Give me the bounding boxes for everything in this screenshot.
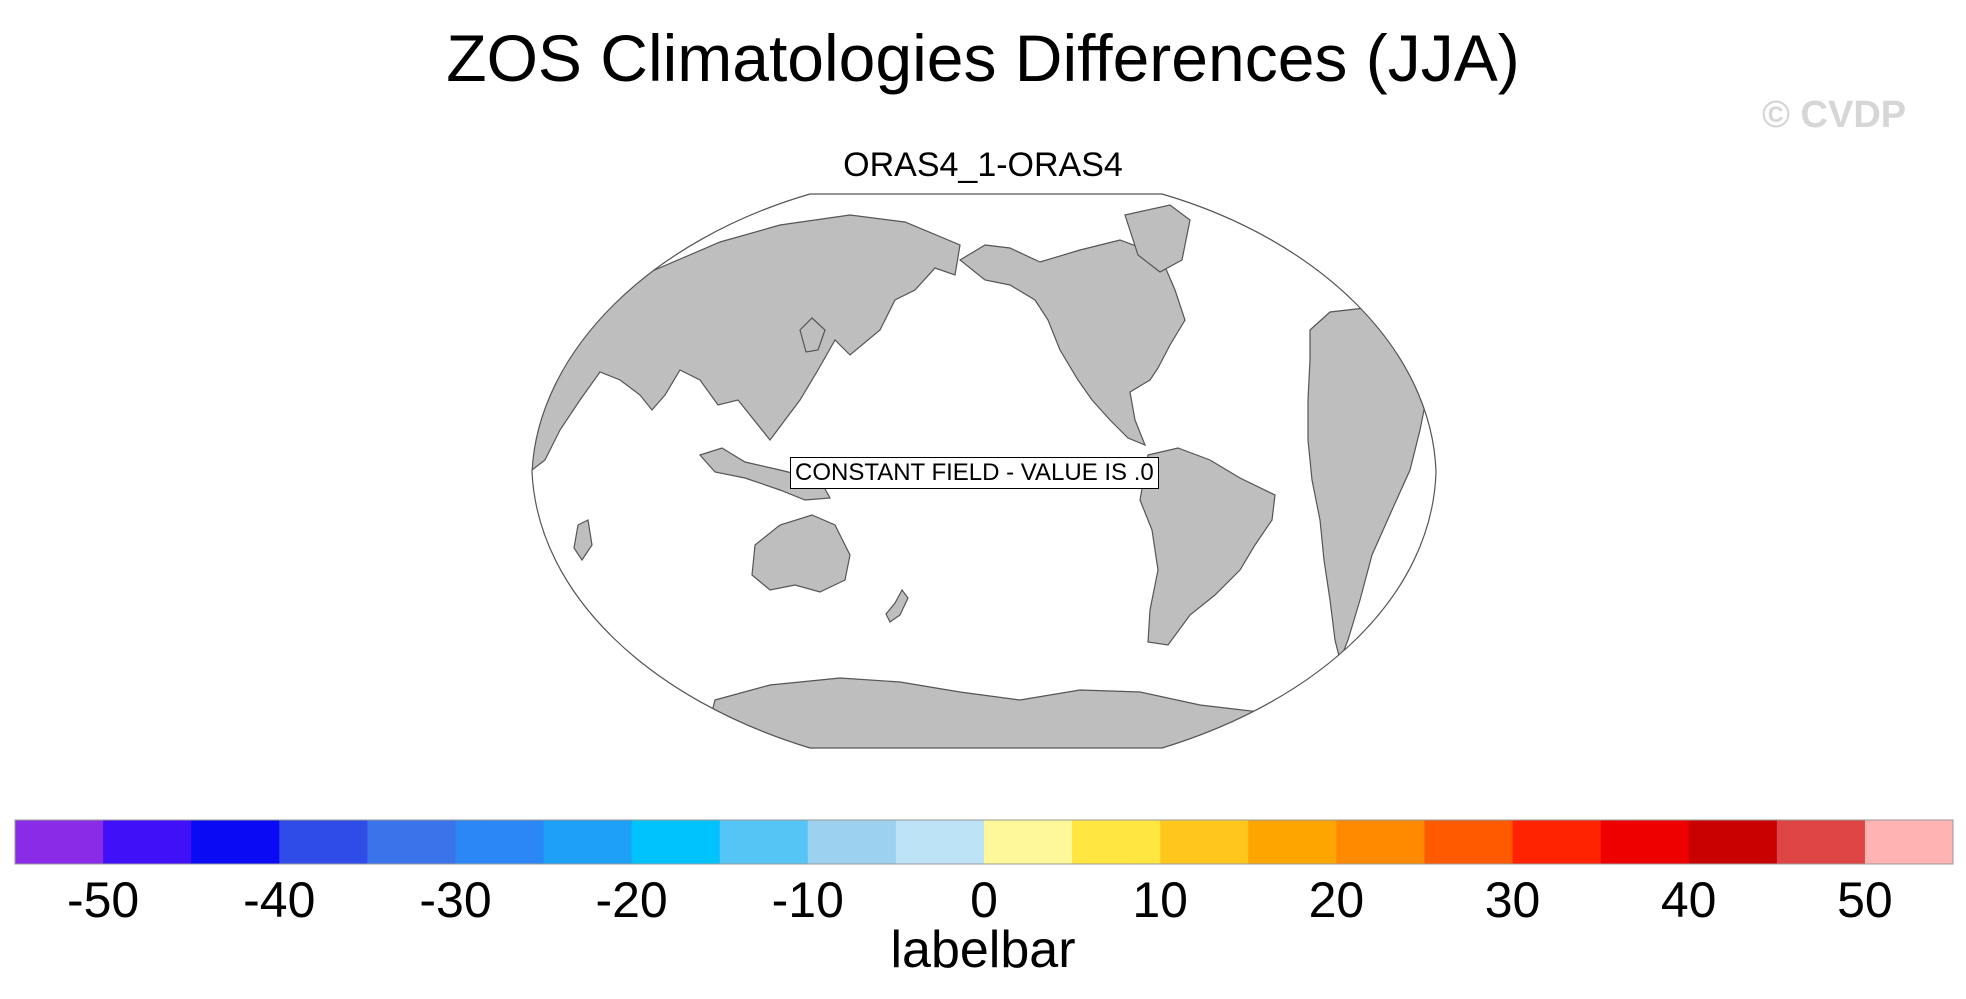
eurasia-land [532, 214, 961, 472]
new-zealand-land [885, 588, 909, 623]
labelbar-swatch [1160, 820, 1249, 864]
labelbar-title: labelbar [890, 921, 1076, 979]
world-map [531, 193, 1437, 749]
labelbar-swatch [1248, 820, 1337, 864]
labelbar-swatch [1072, 820, 1161, 864]
greenland-land [1124, 204, 1191, 273]
labelbar-tick-label: -30 [419, 872, 492, 928]
labelbar-swatch [719, 820, 809, 864]
labelbar-tick-label: 40 [1660, 872, 1717, 928]
labelbar-swatch [807, 820, 897, 864]
labelbar-swatch [455, 820, 545, 864]
australia-land [751, 514, 851, 593]
labelbar-swatch [984, 820, 1073, 864]
labelbar-frame [14, 819, 1954, 865]
panel-subtitle: ORAS4_1-ORAS4 [843, 146, 1123, 184]
color-labelbar [14, 819, 1954, 865]
labelbar-tick-label: -40 [243, 872, 316, 928]
globe-outline [531, 193, 1437, 749]
labelbar-tick-label: -10 [771, 872, 844, 928]
labelbar-swatch [1600, 820, 1690, 864]
labelbar-swatch [1776, 820, 1866, 864]
labelbar-swatch [631, 820, 721, 864]
labelbar-swatch [1424, 820, 1514, 864]
labelbar-swatch [367, 820, 456, 864]
labelbar-swatch [1864, 820, 1954, 864]
figure-title: ZOS Climatologies Differences (JJA) [446, 21, 1520, 95]
north-america-land [958, 239, 1186, 447]
watermark: © CVDP [1762, 94, 1907, 136]
labelbar-swatch [543, 820, 633, 864]
labelbar-tick-label: -20 [595, 872, 668, 928]
labelbar-tick-label: 50 [1837, 872, 1893, 928]
labelbar-tick-label: 20 [1308, 872, 1365, 928]
constant-field-message: CONSTANT FIELD - VALUE IS .0 [790, 457, 1159, 489]
labelbar-tick-label: 0 [970, 872, 998, 928]
labelbar-swatch [15, 820, 104, 864]
labelbar-swatch [895, 820, 985, 864]
labelbar-tick-label: 30 [1484, 872, 1541, 928]
madagascar-land [573, 519, 593, 562]
labelbar-swatch [1512, 820, 1602, 864]
labelbar-swatch [191, 820, 280, 864]
labelbar-swatch [1336, 820, 1425, 864]
labelbar-swatch [103, 820, 192, 864]
antarctica-land [699, 677, 1271, 748]
south-america-land [1139, 447, 1276, 646]
labelbar-swatch [279, 820, 368, 864]
labelbar-tick-label: 10 [1132, 872, 1188, 928]
japan-land [799, 317, 826, 353]
labelbar-tick-label: -50 [66, 872, 140, 928]
labelbar-swatch [1688, 820, 1778, 864]
